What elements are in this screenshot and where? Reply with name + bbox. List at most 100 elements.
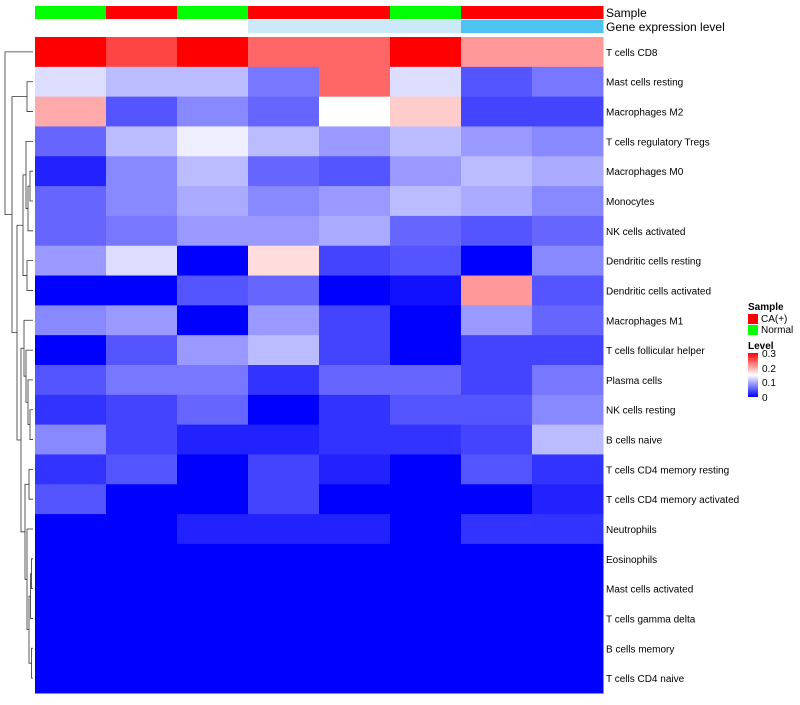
heatmap-cell bbox=[532, 305, 604, 336]
heatmap-cell bbox=[35, 305, 107, 336]
heatmap-cell bbox=[248, 454, 320, 485]
heatmap-cell bbox=[390, 275, 462, 306]
gene-expression-annotation-cell bbox=[177, 20, 249, 33]
heatmap-cell bbox=[319, 454, 391, 485]
heatmap-cell bbox=[106, 484, 178, 515]
heatmap-cell bbox=[461, 454, 533, 485]
heatmap-cell bbox=[461, 633, 533, 664]
heatmap-cell bbox=[177, 543, 249, 575]
heatmap-cell bbox=[532, 335, 604, 366]
row-label: Monocytes bbox=[606, 197, 654, 208]
dendrogram-branch bbox=[23, 319, 33, 377]
heatmap-cell bbox=[248, 245, 320, 277]
heatmap-cell bbox=[106, 335, 178, 366]
row-label: T cells gamma delta bbox=[606, 614, 696, 625]
heatmap-cell bbox=[248, 96, 320, 127]
heatmap-cell bbox=[248, 275, 320, 306]
heatmap-cell bbox=[106, 215, 178, 247]
heatmap-cell bbox=[248, 335, 320, 366]
row-label: T cells CD8 bbox=[606, 48, 658, 59]
heatmap-cell bbox=[319, 573, 391, 605]
heatmap-cell bbox=[177, 514, 249, 545]
heatmap-cell bbox=[461, 305, 533, 336]
gene-expression-annotation-cell bbox=[390, 20, 462, 33]
heatmap-cell bbox=[532, 96, 604, 127]
sample-annotation-cell bbox=[532, 6, 604, 19]
heatmap-cell bbox=[35, 454, 107, 485]
heatmap-cell bbox=[177, 394, 249, 426]
heatmap-cell bbox=[177, 156, 249, 187]
heatmap-cell bbox=[248, 633, 320, 664]
heatmap-cell bbox=[248, 543, 320, 575]
gene-expression-annotation-cell bbox=[461, 20, 533, 33]
heatmap-cell bbox=[319, 484, 391, 515]
heatmap-cell bbox=[106, 275, 178, 306]
heatmap-cell bbox=[248, 663, 320, 694]
heatmap-cell bbox=[248, 514, 320, 545]
heatmap-cell bbox=[106, 573, 178, 605]
heatmap-cell bbox=[319, 335, 391, 366]
heatmap-cell bbox=[35, 484, 107, 515]
heatmap-cell bbox=[461, 275, 533, 306]
heatmap-cell bbox=[319, 215, 391, 247]
row-label: Dendritic cells resting bbox=[606, 257, 701, 268]
dendrogram-branch bbox=[26, 260, 33, 291]
heatmap-cell bbox=[248, 305, 320, 336]
gene-expression-annotation-cell bbox=[532, 20, 604, 33]
dendrogram-branch bbox=[26, 81, 33, 112]
heatmap-cell bbox=[461, 245, 533, 277]
heatmap-cell bbox=[319, 186, 391, 217]
heatmap-cell bbox=[248, 424, 320, 455]
dendrogram-branch bbox=[16, 224, 23, 441]
heatmap-cell bbox=[390, 335, 462, 366]
heatmap-cell bbox=[106, 305, 178, 336]
legend-swatch-normal bbox=[748, 325, 758, 335]
heatmap-cell bbox=[106, 394, 178, 426]
row-label: T cells regulatory Tregs bbox=[606, 137, 710, 148]
row-labels: T cells CD8 Mast cells resting Macrophages… bbox=[606, 48, 739, 685]
heatmap-cell bbox=[461, 573, 533, 605]
heatmap-cell bbox=[35, 633, 107, 664]
heatmap-cell bbox=[532, 663, 604, 694]
heatmap-cell bbox=[390, 365, 462, 396]
row-label: Plasma cells bbox=[606, 376, 662, 387]
heatmap-cell bbox=[319, 126, 391, 157]
heatmap-cell bbox=[248, 37, 320, 68]
heatmap-cell bbox=[248, 186, 320, 217]
heatmap-cell bbox=[532, 245, 604, 277]
heatmap-cell bbox=[532, 484, 604, 515]
heatmap-cell bbox=[532, 126, 604, 157]
heatmap-cell bbox=[319, 156, 391, 187]
heatmap-cell bbox=[177, 365, 249, 396]
heatmap-cell bbox=[106, 603, 178, 634]
heatmap-cell bbox=[177, 454, 249, 485]
dendrogram-branch bbox=[27, 379, 33, 426]
gene-expression-annotation-cell bbox=[106, 20, 178, 33]
heatmap-cell bbox=[319, 663, 391, 694]
heatmap-cell bbox=[106, 543, 178, 575]
heatmap-cell bbox=[177, 126, 249, 157]
heatmap-cell bbox=[177, 424, 249, 455]
heatmap-cell bbox=[106, 454, 178, 485]
heatmap-cell bbox=[35, 96, 107, 127]
dendrogram-branch bbox=[28, 468, 33, 500]
heatmap-cell bbox=[177, 603, 249, 634]
dendrogram-branch bbox=[31, 647, 33, 679]
heatmap-cell bbox=[106, 245, 178, 277]
heatmap-cell bbox=[390, 96, 462, 127]
row-label: Macrophages M1 bbox=[606, 316, 684, 327]
heatmap-cell bbox=[461, 484, 533, 515]
heatmap-cell bbox=[248, 603, 320, 634]
heatmap-cell bbox=[461, 66, 533, 98]
sample-legend: Sample CA(+) Normal bbox=[748, 302, 793, 336]
sample-annotation-cell bbox=[319, 6, 391, 19]
heatmap-cell bbox=[390, 603, 462, 634]
heatmap-cell bbox=[461, 394, 533, 426]
row-dendrogram bbox=[4, 51, 33, 679]
heatmap-cell bbox=[390, 245, 462, 277]
heatmap-cell bbox=[461, 543, 533, 575]
heatmap-cell bbox=[177, 335, 249, 366]
legend-label-normal: Normal bbox=[761, 325, 793, 336]
level-colorbar bbox=[748, 353, 758, 397]
